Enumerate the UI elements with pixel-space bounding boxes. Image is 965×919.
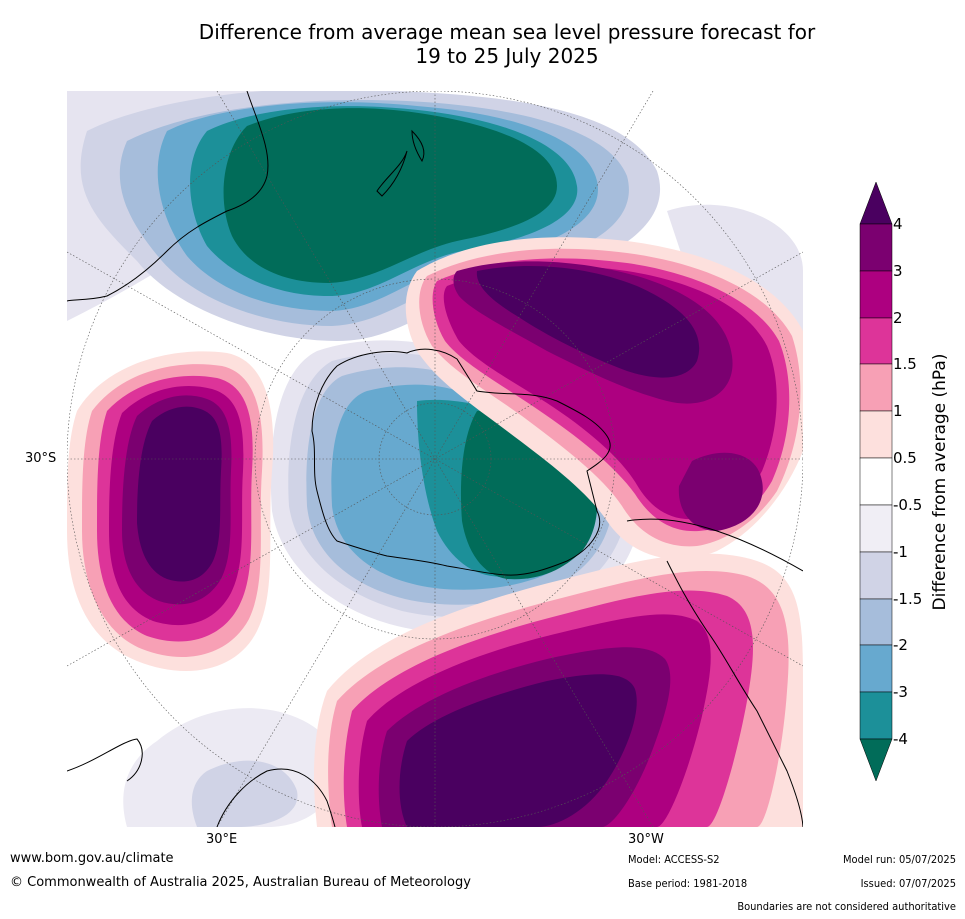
colorbar-tick-neg-1: -1: [893, 543, 908, 561]
colorbar: [859, 181, 893, 782]
graticule: [67, 91, 803, 827]
coast-new-zealand-north: [411, 129, 425, 163]
colorbar-tick-1: 1: [893, 402, 903, 420]
chart-title: Difference from average mean sea level p…: [0, 20, 965, 68]
colorbar-max-arrow: [859, 181, 893, 225]
lon-label-30e: 30°E: [206, 832, 238, 847]
footer-url: www.bom.gov.au/climate: [10, 851, 174, 866]
map-svg: [67, 91, 803, 827]
colorbar-tick-0-5: 0.5: [893, 449, 917, 467]
lat-label-30s: 30°S: [25, 451, 57, 466]
colorbar-tick-3: 3: [893, 262, 903, 280]
coastlines: [67, 91, 803, 827]
colorbar-tick-neg-2: -2: [893, 636, 908, 654]
negative-anomaly-antarctic: [270, 340, 642, 633]
colorbar-tick-1-5: 1.5: [893, 355, 917, 373]
colorbar-tick-2: 2: [893, 309, 903, 327]
title-line-1: Difference from average mean sea level p…: [198, 20, 816, 44]
coast-australia: [67, 91, 269, 302]
title-line-2: 19 to 25 July 2025: [415, 44, 599, 68]
footer-issued: Issued: 07/07/2025: [860, 877, 956, 890]
footer-base-period: Base period: 1981-2018: [628, 877, 748, 890]
lon-label-30w: 30°W: [628, 832, 664, 847]
colorbar-tick-neg-4: -4: [893, 730, 908, 748]
pressure-anomaly-map: [67, 91, 803, 827]
coast-south-america: [626, 518, 803, 827]
footer-model: Model: ACCESS-S2: [628, 853, 720, 866]
coast-africa: [67, 738, 336, 827]
colorbar-tick-4: 4: [893, 215, 903, 233]
footer-model-run: Model run: 05/07/2025: [843, 853, 956, 866]
coast-antarctica: [311, 348, 611, 576]
coast-new-zealand-south: [376, 150, 408, 197]
positive-anomaly-indian: [67, 351, 274, 671]
positive-anomaly-atlantic: [314, 553, 803, 827]
footer-disclaimer: Boundaries are not considered authoritat…: [737, 900, 956, 913]
footer-copyright: © Commonwealth of Australia 2025, Austra…: [10, 875, 471, 890]
colorbar-min-arrow: [859, 738, 893, 782]
colorbar-tick-neg-1-5: -1.5: [893, 590, 923, 608]
neg-southwest-inner: [191, 760, 298, 827]
colorbar-tick-neg-0-5: -0.5: [893, 496, 923, 514]
colorbar-label: Difference from average (hPa): [930, 353, 950, 611]
colorbar-tick-neg-3: -3: [893, 683, 908, 701]
